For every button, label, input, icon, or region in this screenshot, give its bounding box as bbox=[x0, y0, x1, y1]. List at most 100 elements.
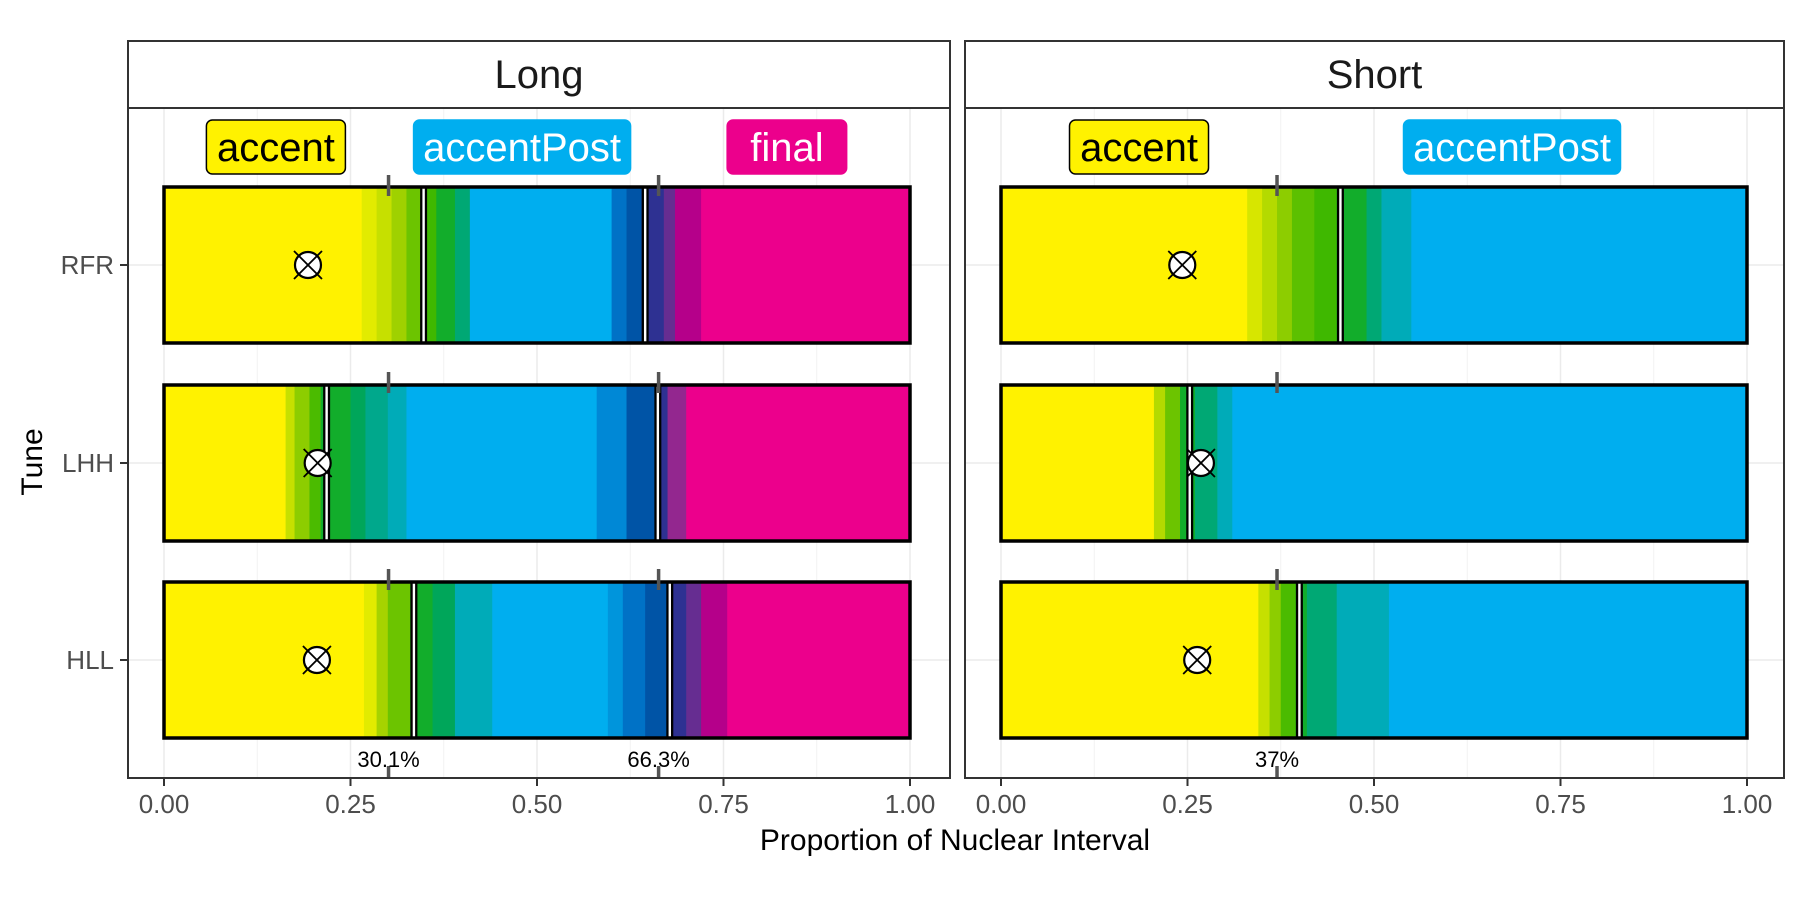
bar-segment bbox=[607, 582, 624, 738]
mean-marker-label: 66.3% bbox=[627, 747, 689, 772]
bar-segment bbox=[363, 582, 378, 738]
bar-segment bbox=[1001, 582, 1259, 738]
panel-short: Short accent accentPost 37% 0.00 0.25 0.50 0.75… bbox=[964, 40, 1785, 819]
bar-segment bbox=[1262, 187, 1278, 343]
bar-segment bbox=[1411, 187, 1748, 343]
bar-segment bbox=[1388, 582, 1748, 738]
bar-outline bbox=[999, 383, 1749, 543]
bar-segment bbox=[645, 582, 669, 738]
bar-segment bbox=[1280, 582, 1297, 738]
bar-segment bbox=[622, 582, 646, 738]
x-tick-label: 0.00 bbox=[976, 789, 1027, 819]
bar-segment bbox=[1153, 385, 1166, 541]
x-tick-label: 0.25 bbox=[1162, 789, 1213, 819]
circle-x-marker-cross bbox=[1186, 448, 1216, 478]
bar-segment bbox=[492, 582, 609, 738]
bar-segment bbox=[1336, 582, 1390, 738]
bar-segment bbox=[1258, 582, 1271, 738]
bar-group-hll bbox=[999, 580, 1749, 740]
boundary-line-inner bbox=[668, 582, 671, 738]
facet-strip bbox=[127, 40, 951, 109]
bar-group-rfr bbox=[999, 185, 1749, 345]
bar-segment bbox=[376, 582, 389, 738]
label-badge-text: accentPost bbox=[423, 126, 621, 170]
bar-segment bbox=[701, 582, 728, 738]
bar-segment bbox=[454, 582, 493, 738]
circle-x-marker bbox=[1186, 448, 1216, 478]
x-tick-label: 0.75 bbox=[1535, 789, 1586, 819]
bar-segment bbox=[1306, 582, 1338, 738]
label-badge-accent bbox=[205, 119, 347, 175]
label-badge-text: accentPost bbox=[1413, 126, 1611, 170]
facet-strip bbox=[964, 40, 1785, 109]
bar-segment bbox=[663, 187, 676, 343]
bar-segment bbox=[1217, 385, 1233, 541]
panel-long: Long accent accentPost final 30.1% 66.3% 0.00 0… bbox=[127, 40, 951, 819]
panel-border bbox=[127, 107, 951, 779]
bar-group-hll bbox=[162, 580, 912, 740]
circle-x-marker bbox=[303, 448, 333, 478]
mean-marker-label: 30.1% bbox=[357, 747, 419, 772]
circle-x-marker-cross bbox=[302, 645, 332, 675]
bar-segment bbox=[686, 385, 911, 541]
x-tick-label: 0.25 bbox=[325, 789, 376, 819]
bar-segment bbox=[1381, 187, 1412, 343]
bar-segment bbox=[596, 385, 628, 541]
circle-x-marker bbox=[293, 250, 323, 280]
bar-segment bbox=[285, 385, 296, 541]
boundary-line-inner bbox=[412, 582, 416, 738]
facet-strip-label: Long bbox=[495, 53, 584, 97]
label-badge-text: accent bbox=[217, 126, 335, 170]
bar-segment bbox=[350, 385, 367, 541]
bar-segment bbox=[675, 187, 702, 343]
bar-segment bbox=[1247, 187, 1263, 343]
bar-segment bbox=[164, 385, 287, 541]
bar-segment bbox=[365, 385, 389, 541]
bar-segment bbox=[1165, 385, 1181, 541]
bar-segment bbox=[1366, 187, 1383, 343]
facet-strip-label: Short bbox=[1327, 53, 1423, 97]
circle-x-marker bbox=[1167, 250, 1197, 280]
bar-segment bbox=[626, 385, 657, 541]
bar-segment bbox=[387, 582, 411, 738]
boundary-line-inner bbox=[656, 385, 660, 541]
x-tick-label: 1.00 bbox=[885, 789, 936, 819]
bar-segment bbox=[1001, 385, 1155, 541]
label-badge-text: accent bbox=[1080, 126, 1198, 170]
label-badge-accent bbox=[1068, 119, 1210, 175]
bar-outline bbox=[999, 185, 1749, 345]
x-tick-label: 1.00 bbox=[1722, 789, 1773, 819]
bar-segment bbox=[164, 187, 363, 343]
bar-segment bbox=[1291, 187, 1315, 343]
bar-segment bbox=[701, 187, 911, 343]
bar-segment bbox=[686, 582, 702, 738]
bar-segment bbox=[656, 385, 669, 541]
bar-segment bbox=[1314, 187, 1338, 343]
x-tick-label: 0.00 bbox=[139, 789, 190, 819]
bar-segment bbox=[294, 385, 311, 541]
x-tick-label: 0.50 bbox=[512, 789, 563, 819]
bar-outline bbox=[162, 185, 912, 345]
bar-outline bbox=[999, 580, 1749, 740]
bar-segment bbox=[391, 187, 408, 343]
x-tick-label: 0.75 bbox=[698, 789, 749, 819]
y-axis: RFR LHH HLL bbox=[61, 250, 128, 675]
bar-group-rfr bbox=[162, 185, 912, 345]
circle-x-marker bbox=[302, 645, 332, 675]
boundary-line-inner bbox=[1298, 582, 1301, 738]
bar-segment bbox=[1232, 385, 1748, 541]
circle-x-marker bbox=[1182, 645, 1212, 675]
bar-segment bbox=[469, 187, 613, 343]
bar-segment bbox=[611, 187, 628, 343]
label-badge-final bbox=[726, 119, 848, 175]
label-badge-text: final bbox=[750, 126, 823, 170]
label-badge-accentpost bbox=[1402, 119, 1622, 175]
bar-segment bbox=[1001, 187, 1248, 343]
bar-segment bbox=[406, 385, 598, 541]
label-badge-accentpost bbox=[412, 119, 632, 175]
circle-x-marker-cross bbox=[1182, 645, 1212, 675]
bar-group-lhh bbox=[999, 383, 1749, 543]
circle-x-marker-cross bbox=[303, 448, 333, 478]
x-tick-label: 0.50 bbox=[1349, 789, 1400, 819]
boundary-line-inner bbox=[643, 187, 647, 343]
